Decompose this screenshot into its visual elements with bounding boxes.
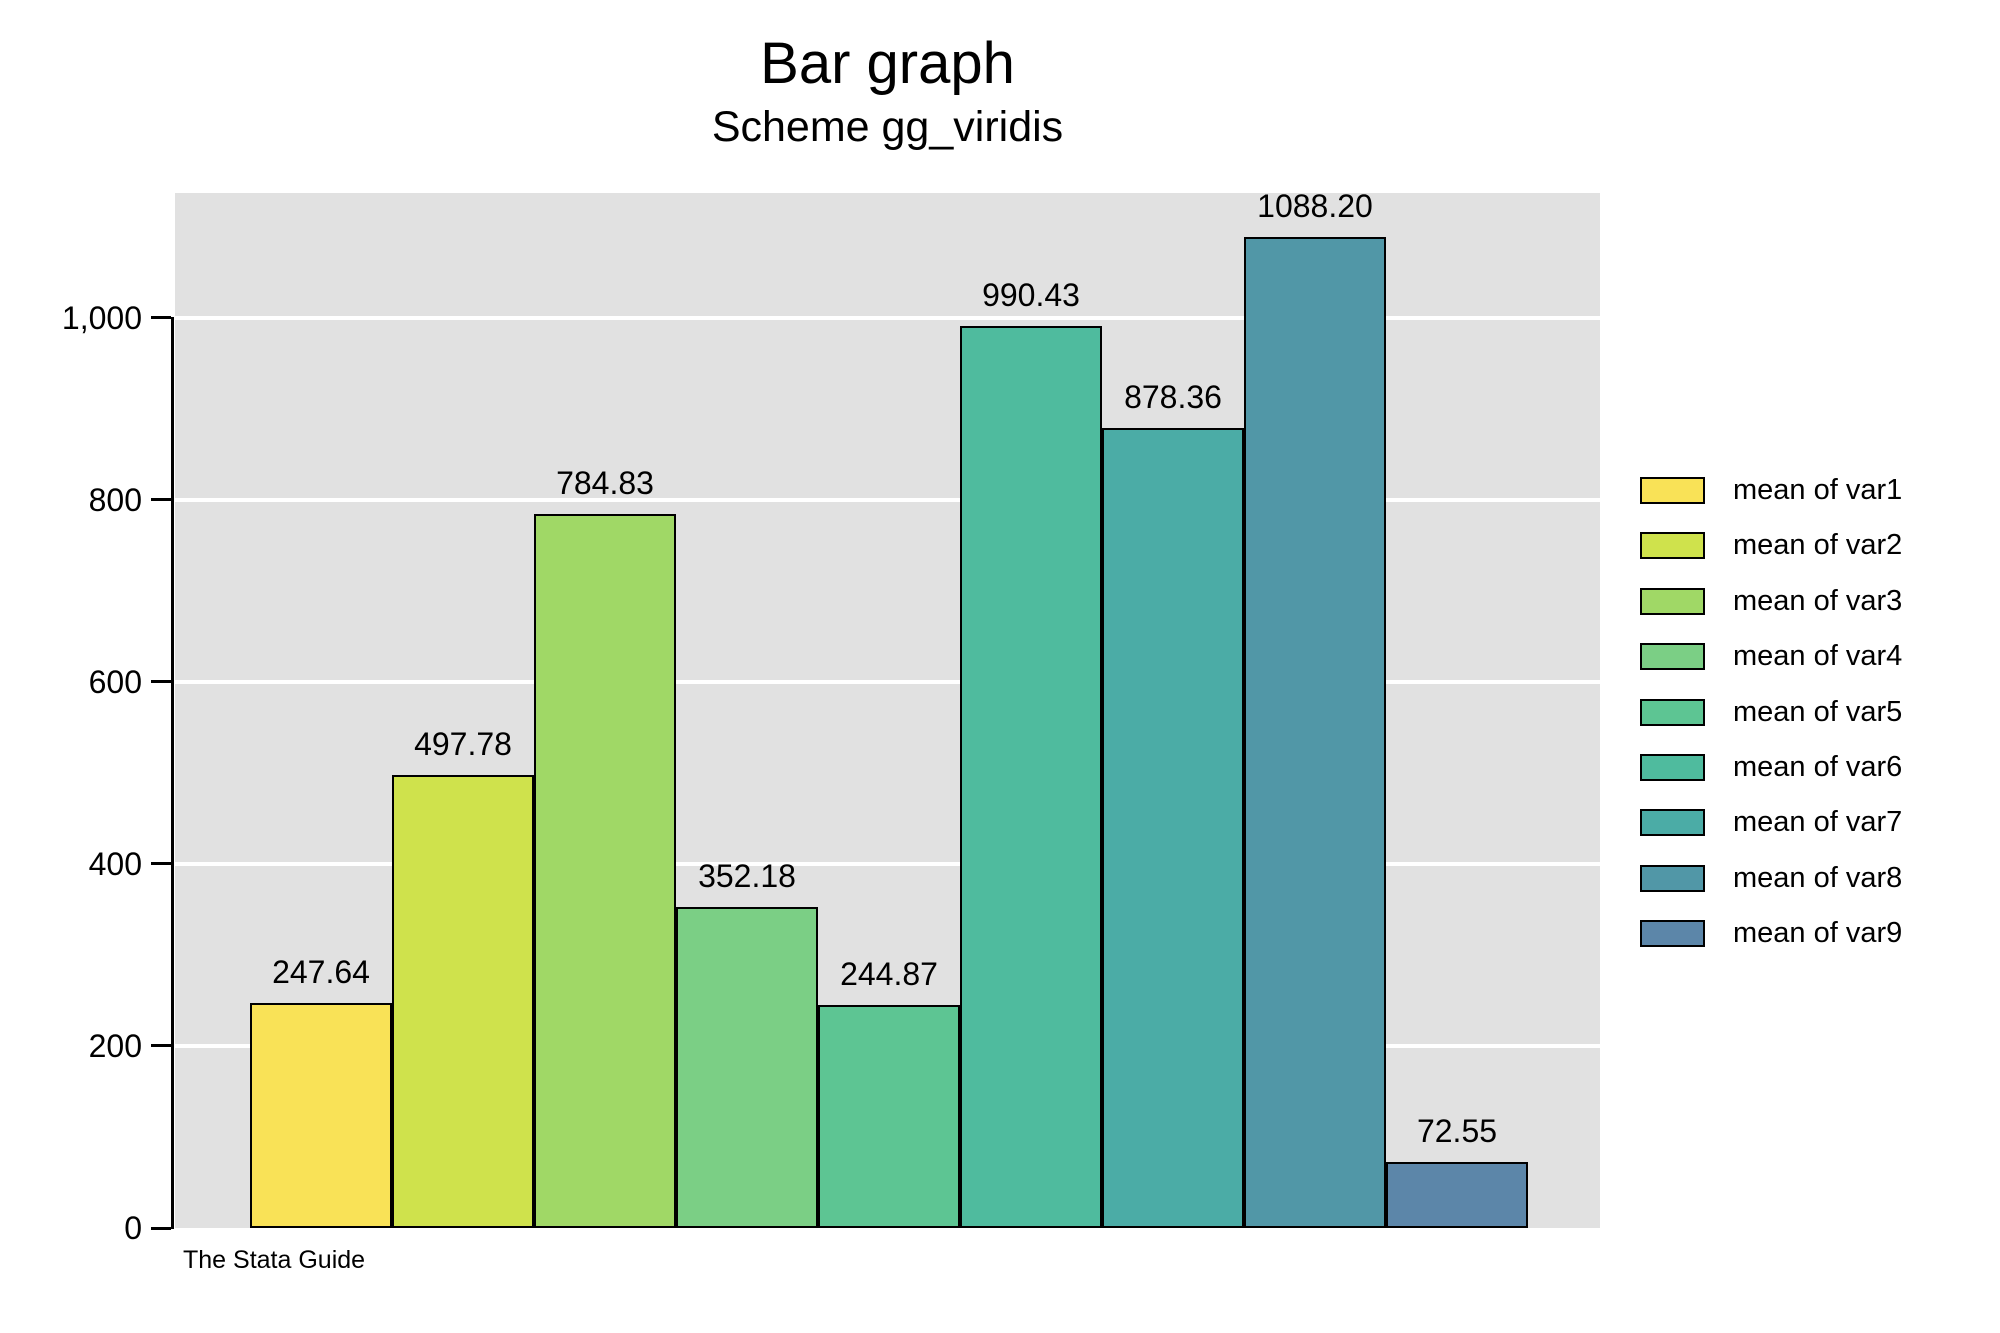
bar-mean-of-var3: [534, 513, 676, 1228]
legend-swatch: [1640, 643, 1705, 671]
bar-value-label: 784.83: [556, 464, 654, 501]
legend-swatch: [1640, 754, 1705, 781]
legend-label: mean of var8: [1733, 861, 1903, 894]
bar-value-label: 497.78: [414, 725, 512, 762]
bar-value-label: 247.64: [272, 953, 370, 990]
y-tick-label: 200: [88, 1027, 142, 1064]
y-tick-label: 600: [88, 663, 142, 700]
legend-label: mean of var6: [1733, 751, 1903, 783]
bar-mean-of-var4: [676, 907, 818, 1228]
bar-value-label: 878.36: [1124, 379, 1222, 416]
y-tick-label: 0: [124, 1210, 142, 1246]
legend-swatch: [1640, 587, 1705, 615]
y-tick-0: [151, 1226, 171, 1230]
y-tick-1000: [151, 316, 171, 320]
gridline-800: [175, 497, 1600, 502]
caption-text: The Stata Guide: [183, 1246, 366, 1274]
legend-label: mean of var4: [1733, 640, 1903, 673]
legend-swatch: [1640, 864, 1705, 892]
legend-swatch: [1640, 809, 1705, 837]
bar-mean-of-var5: [818, 1005, 960, 1228]
legend-swatch: [1640, 920, 1705, 948]
legend-label: mean of var3: [1733, 584, 1903, 617]
bar-mean-of-var7: [1102, 428, 1244, 1228]
legend-label: mean of var1: [1733, 474, 1903, 506]
y-tick-200: [151, 1044, 171, 1048]
y-tick-600: [151, 680, 171, 684]
legend-swatch: [1640, 698, 1705, 726]
y-tick-800: [151, 498, 171, 502]
y-tick-label: 400: [88, 845, 142, 882]
bar-mean-of-var1: [250, 1002, 392, 1228]
gridline-1000: [175, 315, 1600, 320]
legend-label: mean of var5: [1733, 695, 1903, 728]
bar-mean-of-var2: [392, 774, 534, 1228]
plot-area: 247.64 497.78 784.83 352.18 244.87 990.43 878.…: [175, 188, 1600, 1228]
y-axis-line: [171, 316, 174, 1229]
y-tick-label: 1,000: [61, 299, 142, 336]
bar-value-label: 352.18: [698, 858, 796, 895]
legend-label: mean of var2: [1733, 529, 1903, 562]
legend-label: mean of var7: [1733, 806, 1903, 839]
bar-value-label: 72.55: [1416, 1112, 1498, 1149]
legend-swatch: [1640, 532, 1705, 560]
chart-subtitle: Scheme gg_viridis: [711, 103, 1064, 151]
y-tick-400: [151, 862, 171, 866]
legend-label: mean of var9: [1733, 917, 1903, 950]
gridline-600: [175, 679, 1600, 684]
bar-value-label: 244.87: [840, 956, 938, 993]
chart-title: Bar graph: [760, 31, 1015, 96]
legend-swatch: [1640, 477, 1705, 504]
bar-mean-of-var6: [960, 326, 1102, 1228]
bar-value-label: 1088.20: [1257, 188, 1373, 225]
gridline-400: [175, 861, 1600, 866]
chart-header: Bar graph Scheme gg_viridis: [175, 0, 1600, 152]
bar-value-label: 990.43: [982, 277, 1080, 314]
y-tick-label: 800: [88, 481, 142, 518]
bar-mean-of-var8: [1244, 237, 1386, 1228]
bar-mean-of-var9: [1386, 1161, 1528, 1228]
